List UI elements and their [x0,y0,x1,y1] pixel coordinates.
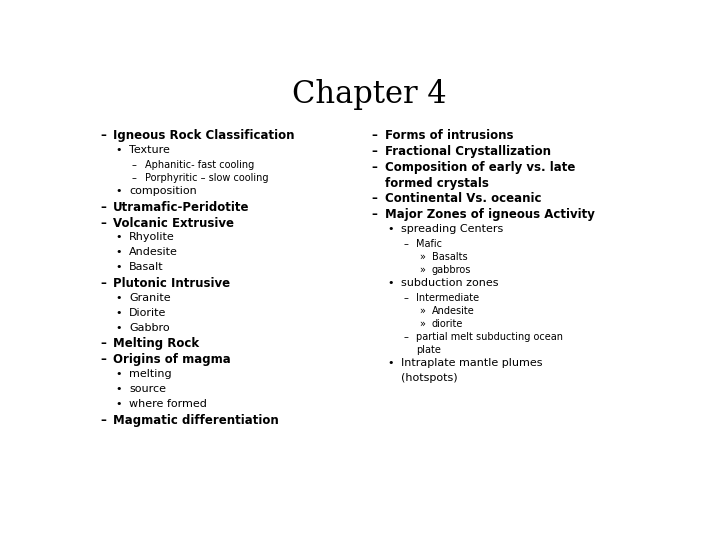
Text: Magmatic differentiation: Magmatic differentiation [113,414,279,427]
Text: •: • [116,145,122,155]
Text: Melting Rock: Melting Rock [113,338,199,350]
Text: Mafic: Mafic [416,239,442,249]
Text: •: • [387,358,394,368]
Text: formed crystals: formed crystals [385,177,489,190]
Text: •: • [387,278,394,288]
Text: Andesite: Andesite [432,306,474,316]
Text: •: • [116,293,122,303]
Text: –: – [372,161,378,174]
Text: •: • [116,232,122,242]
Text: Intermediate: Intermediate [416,293,480,303]
Text: –: – [100,414,106,427]
Text: Forms of intrusions: Forms of intrusions [385,129,513,142]
Text: –: – [403,293,408,303]
Text: –: – [100,129,106,142]
Text: Andesite: Andesite [129,247,178,257]
Text: spreading Centers: spreading Centers [401,224,503,234]
Text: •: • [116,369,122,379]
Text: subduction zones: subduction zones [401,278,498,288]
Text: –: – [403,332,408,342]
Text: •: • [116,384,122,394]
Text: source: source [129,384,166,394]
Text: •: • [387,224,394,234]
Text: Rhyolite: Rhyolite [129,232,175,242]
Text: »: » [418,306,425,316]
Text: »: » [418,252,425,262]
Text: Utramafic-Peridotite: Utramafic-Peridotite [113,201,250,214]
Text: –: – [131,160,136,170]
Text: »: » [418,319,425,329]
Text: Continental Vs. oceanic: Continental Vs. oceanic [385,192,541,205]
Text: Origins of magma: Origins of magma [113,353,231,366]
Text: •: • [116,247,122,257]
Text: •: • [116,399,122,409]
Text: partial melt subducting ocean: partial melt subducting ocean [416,332,563,342]
Text: –: – [403,239,408,249]
Text: •: • [116,186,122,196]
Text: –: – [100,353,106,366]
Text: •: • [116,322,122,333]
Text: Composition of early vs. late: Composition of early vs. late [385,161,575,174]
Text: where formed: where formed [129,399,207,409]
Text: plate: plate [416,345,441,355]
Text: Plutonic Intrusive: Plutonic Intrusive [113,277,230,290]
Text: Major Zones of igneous Activity: Major Zones of igneous Activity [385,208,595,221]
Text: Diorite: Diorite [129,308,166,318]
Text: Gabbro: Gabbro [129,322,170,333]
Text: Aphanitic- fast cooling: Aphanitic- fast cooling [145,160,254,170]
Text: (hotspots): (hotspots) [401,373,457,383]
Text: –: – [100,201,106,214]
Text: Chapter 4: Chapter 4 [292,79,446,110]
Text: •: • [116,308,122,318]
Text: –: – [100,277,106,290]
Text: Intraplate mantle plumes: Intraplate mantle plumes [401,358,542,368]
Text: –: – [372,208,378,221]
Text: –: – [372,145,378,158]
Text: •: • [116,262,122,272]
Text: Basalt: Basalt [129,262,163,272]
Text: –: – [100,217,106,230]
Text: Igneous Rock Classification: Igneous Rock Classification [113,129,294,142]
Text: Texture: Texture [129,145,170,155]
Text: –: – [372,192,378,205]
Text: diorite: diorite [432,319,463,329]
Text: –: – [100,338,106,350]
Text: Volcanic Extrusive: Volcanic Extrusive [113,217,234,230]
Text: Fractional Crystallization: Fractional Crystallization [385,145,551,158]
Text: –: – [372,129,378,142]
Text: Porphyritic – slow cooling: Porphyritic – slow cooling [145,173,268,183]
Text: Basalts: Basalts [432,252,467,262]
Text: Granite: Granite [129,293,171,303]
Text: –: – [131,173,136,183]
Text: composition: composition [129,186,197,196]
Text: »: » [418,265,425,275]
Text: melting: melting [129,369,171,379]
Text: gabbros: gabbros [432,265,472,275]
